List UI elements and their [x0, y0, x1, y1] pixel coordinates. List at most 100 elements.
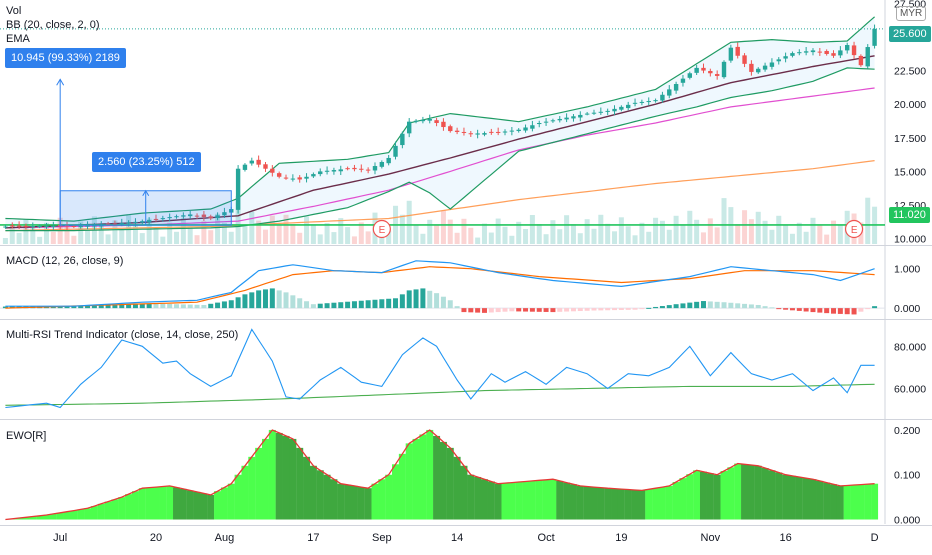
- ewo-bar: [159, 486, 167, 520]
- macd-histogram-bar: [646, 307, 652, 309]
- candle-body: [769, 62, 775, 67]
- candle-body: [10, 225, 15, 227]
- candle-body: [571, 116, 576, 119]
- ewo-bar: [474, 476, 482, 520]
- candle-body: [564, 117, 569, 120]
- candle-body: [584, 113, 590, 115]
- volume-bar: [16, 232, 22, 244]
- volume-bar: [413, 224, 419, 244]
- candle-body: [85, 225, 90, 227]
- ewo-bar: [686, 474, 694, 520]
- macd-histogram-bar: [160, 303, 166, 309]
- ewo-bar: [809, 479, 817, 520]
- measure-tool-label[interactable]: 2.560 (23.25%) 512: [92, 152, 201, 172]
- bollinger-band-fill: [5, 16, 875, 231]
- volume-bar: [9, 223, 15, 244]
- volume-bar: [167, 222, 173, 244]
- macd-histogram-bar: [249, 292, 255, 309]
- ewo-bar: [398, 453, 406, 520]
- volume-bar: [481, 223, 487, 244]
- ema-long-line: [5, 160, 875, 232]
- measure-tool-label[interactable]: 10.945 (99.33%) 2189: [5, 48, 126, 68]
- ewo-bar: [214, 491, 222, 520]
- macd-histogram-bar: [427, 290, 433, 309]
- support-level-tag: 11.020: [889, 207, 930, 223]
- volume-bar: [98, 225, 104, 244]
- ewo-bar: [131, 491, 139, 520]
- ewo-bar: [309, 465, 317, 520]
- ewo-bar: [446, 447, 454, 520]
- candle-body: [311, 174, 316, 177]
- macd-histogram-bar: [755, 304, 761, 309]
- volume-bar: [598, 214, 604, 244]
- volume-bar: [221, 222, 227, 244]
- x-tick-label: 14: [451, 532, 463, 544]
- macd-histogram-bar: [174, 304, 180, 309]
- candle-body: [393, 145, 398, 157]
- ewo-bar: [433, 435, 441, 520]
- candle-body: [37, 225, 42, 227]
- ewo-bar: [549, 479, 557, 520]
- ewo-bar: [179, 488, 187, 520]
- candle-body: [831, 53, 836, 56]
- macd-histogram-bar: [351, 301, 357, 309]
- volume-bar: [406, 200, 412, 244]
- macd-signal-line: [5, 266, 875, 309]
- ewo-bar: [795, 476, 803, 520]
- macd-histogram-bar: [324, 303, 330, 309]
- volume-bar: [30, 227, 36, 244]
- candle-body: [167, 217, 172, 219]
- ewo-bar: [631, 489, 639, 520]
- volume-bar: [331, 232, 337, 244]
- volume-bar: [132, 224, 138, 244]
- ewo-bar: [658, 487, 666, 520]
- macd-histogram-bar: [844, 308, 850, 315]
- ewo-bar: [22, 517, 30, 520]
- macd-histogram-bar: [208, 303, 214, 309]
- candle-body: [543, 121, 549, 123]
- currency-badge[interactable]: MYR: [896, 6, 927, 21]
- volume-bar: [324, 223, 330, 244]
- macd-histogram-bar: [317, 303, 323, 309]
- candle-body: [263, 164, 268, 169]
- volume-bar: [502, 226, 508, 244]
- ewo-bar: [15, 518, 23, 520]
- candle-body: [687, 73, 692, 78]
- macd-histogram-bar: [769, 307, 775, 309]
- macd-histogram-bar: [475, 308, 481, 313]
- ewo-signal-line: [5, 429, 875, 521]
- candle-body: [509, 130, 515, 132]
- ewo-bar: [49, 513, 57, 520]
- candle-body: [105, 223, 111, 225]
- ewo-bar: [364, 488, 372, 520]
- ewo-bar: [405, 443, 413, 520]
- ewo-bar: [412, 438, 420, 520]
- macd-histogram-bar: [557, 308, 563, 312]
- macd-histogram-bar: [865, 308, 871, 310]
- ewo-bar: [823, 482, 831, 520]
- x-tick-label: Jul: [53, 532, 67, 544]
- bollinger-upper-line: [5, 16, 875, 222]
- ewo-bar: [672, 482, 680, 520]
- macd-histogram-bar: [461, 308, 467, 313]
- candle-body: [256, 159, 261, 165]
- volume-bar: [174, 231, 180, 244]
- ewo-bar: [84, 508, 92, 520]
- macd-histogram-bar: [221, 301, 227, 309]
- ewo-bar: [392, 464, 400, 520]
- ewo-bar: [145, 487, 153, 520]
- volume-bar: [707, 218, 713, 244]
- volume-bar: [618, 217, 624, 244]
- y-tick-label: 0.200: [894, 425, 920, 437]
- macd-histogram-bar: [406, 290, 412, 309]
- macd-histogram-bar: [393, 298, 399, 309]
- volume-label: Vol: [6, 5, 22, 17]
- volume-bar: [420, 233, 426, 244]
- x-tick-label: Aug: [215, 532, 235, 544]
- volume-bar: [427, 219, 433, 244]
- y-tick-label: 0.000: [894, 303, 920, 315]
- volume-bar: [317, 234, 323, 244]
- candle-body: [550, 120, 556, 122]
- candle-body: [838, 50, 843, 56]
